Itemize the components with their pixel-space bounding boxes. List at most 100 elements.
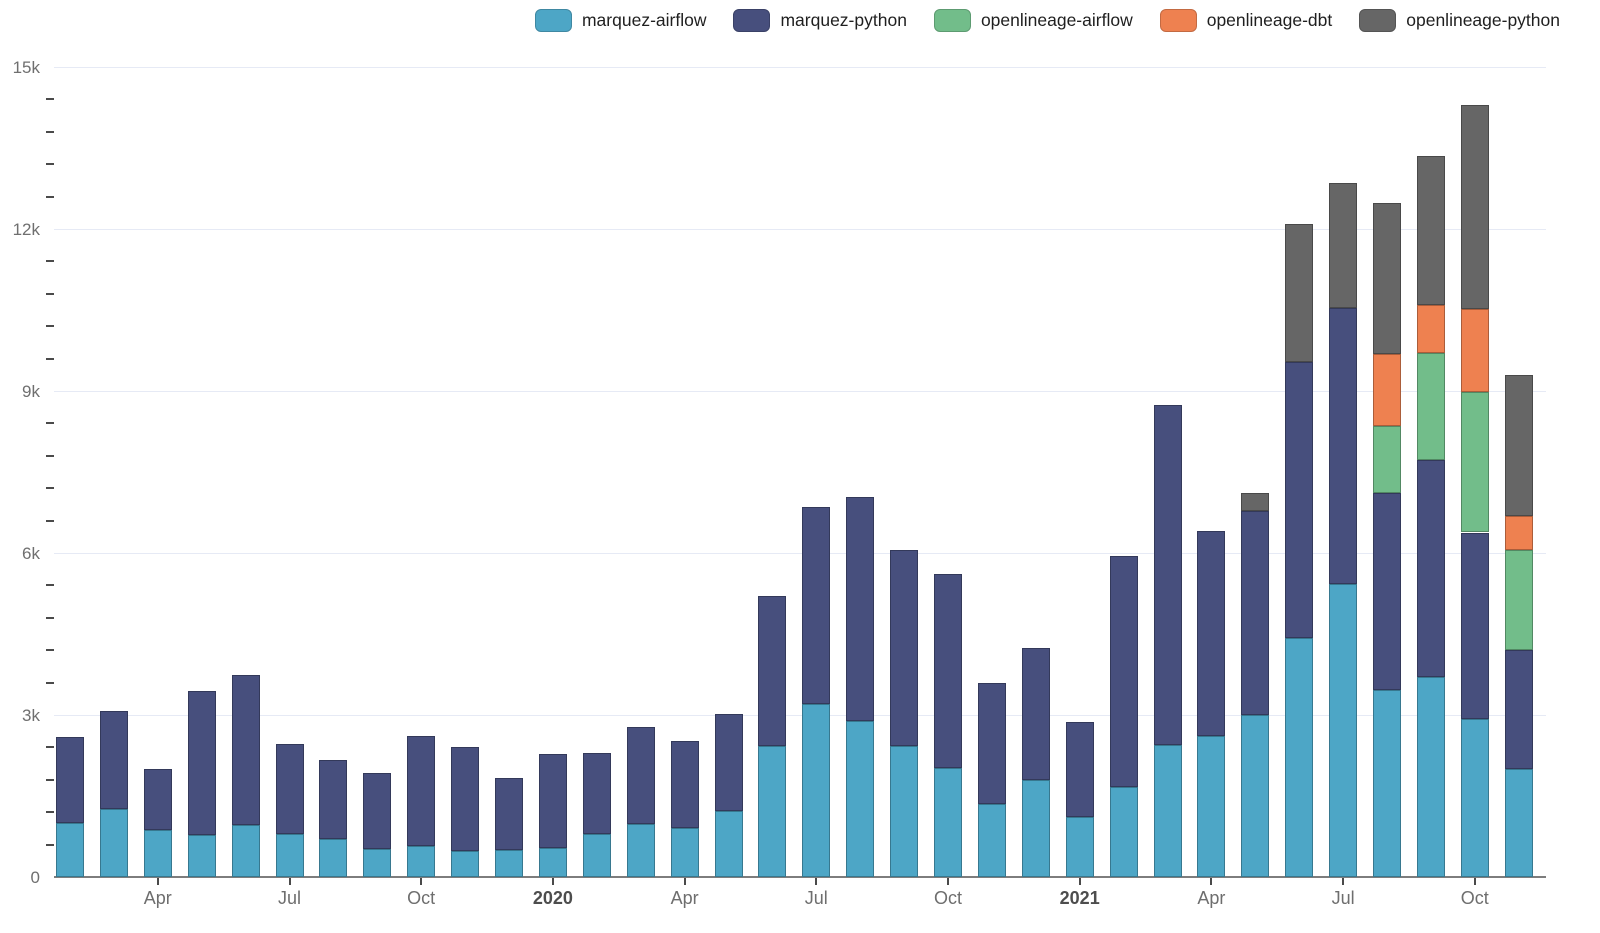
bar-segment-marquez-airflow-2020-01: [538, 848, 567, 877]
y-minor-tick: [46, 98, 54, 101]
bar-segment-marquez-python-2021-03: [1153, 405, 1182, 745]
bar-segment-marquez-airflow-2020-06: [758, 746, 787, 877]
x-tick-label-2020: 2020: [532, 888, 573, 908]
bar-segment-marquez-airflow-2020-12: [1021, 780, 1050, 877]
bar-segment-openlineage-airflow-2021-09: [1416, 353, 1445, 460]
bar-segment-marquez-airflow-2021-05: [1241, 715, 1270, 877]
bar-segment-marquez-airflow-2020-10: [934, 767, 962, 877]
gridline-12k: [54, 228, 1546, 230]
legend-label: openlineage-airflow: [980, 10, 1133, 30]
x-tick: [947, 878, 949, 885]
bar-segment-marquez-airflow-2020-03: [626, 824, 655, 877]
x-tick-label-Jul: Jul: [277, 888, 302, 908]
bar-segment-marquez-airflow-2020-11: [977, 804, 1006, 877]
bar-segment-marquez-python-2019-05: [187, 691, 216, 836]
x-tick: [551, 878, 554, 885]
legend-swatch-marquez-airflow: [534, 9, 572, 32]
y-minor-tick: [46, 616, 54, 619]
legend-label: openlineage-python: [1406, 10, 1560, 30]
legend-item-openlineage-airflow[interactable]: openlineage-airflow: [933, 9, 1133, 32]
bar-segment-marquez-python-2019-12: [495, 778, 523, 850]
y-tick-label: 9k: [22, 382, 40, 401]
y-tick-label: 3k: [22, 706, 40, 725]
x-tick-label-Jul: Jul: [804, 888, 828, 908]
bar-segment-marquez-python-2019-04: [143, 769, 172, 831]
bar-segment-marquez-python-2020-01: [538, 753, 567, 849]
bar-segment-marquez-airflow-2021-09: [1416, 676, 1445, 877]
bar-segment-openlineage-dbt-2021-09: [1416, 305, 1445, 354]
gridline-15k: [54, 66, 1546, 68]
bar-segment-marquez-airflow-2021-10: [1460, 719, 1489, 877]
bar-segment-marquez-python-2020-08: [846, 496, 875, 722]
bar-segment-marquez-python-2019-07: [275, 744, 304, 835]
bar-segment-marquez-python-2020-07: [802, 507, 831, 705]
legend-item-openlineage-python[interactable]: openlineage-python: [1359, 9, 1560, 32]
bar-segment-marquez-airflow-2019-08: [319, 838, 348, 877]
bar-segment-openlineage-python-2021-07: [1329, 183, 1358, 309]
bar-segment-marquez-python-2019-06: [231, 674, 260, 826]
bar-segment-marquez-airflow-2021-02: [1109, 787, 1138, 877]
bar-segment-marquez-airflow-2021-06: [1285, 638, 1314, 877]
x-tick-label-Apr: Apr: [1197, 888, 1226, 908]
bar-segment-marquez-airflow-2020-07: [802, 704, 831, 877]
bar-segment-marquez-airflow-2020-05: [714, 810, 743, 877]
x-tick-label-Oct: Oct: [1460, 888, 1489, 908]
bar-segment-marquez-python-2019-10: [407, 735, 436, 847]
bar-segment-marquez-airflow-2020-08: [846, 721, 875, 877]
bar-segment-openlineage-python-2021-11: [1504, 374, 1533, 516]
x-tick-label-Oct: Oct: [407, 888, 436, 908]
x-tick-label-Oct: Oct: [933, 888, 963, 908]
x-tick: [420, 878, 423, 885]
y-minor-tick: [46, 422, 54, 425]
y-minor-tick: [46, 260, 54, 263]
gridline-6k: [54, 552, 1546, 554]
bar-segment-marquez-airflow-2019-02: [56, 823, 84, 877]
bar-segment-openlineage-dbt-2021-10: [1460, 308, 1489, 392]
bar-segment-openlineage-python-2021-10: [1460, 104, 1489, 309]
x-tick: [1210, 878, 1213, 885]
y-minor-tick: [46, 778, 54, 781]
y-minor-tick: [46, 681, 54, 684]
x-axis-line: [54, 876, 1546, 878]
bar-segment-marquez-python-2021-07: [1329, 308, 1358, 584]
legend-item-marquez-python[interactable]: marquez-python: [733, 9, 907, 32]
y-tick-label: 6k: [22, 544, 40, 563]
legend-swatch-openlineage-dbt: [1159, 9, 1197, 32]
y-minor-tick: [46, 584, 54, 587]
legend-item-marquez-airflow[interactable]: marquez-airflow: [534, 9, 706, 32]
y-minor-tick: [46, 292, 54, 295]
bar-segment-openlineage-airflow-2021-11: [1504, 550, 1533, 651]
bar-segment-marquez-python-2021-04: [1197, 530, 1226, 737]
y-minor-tick: [46, 649, 54, 652]
x-tick: [815, 878, 818, 885]
y-minor-tick: [46, 487, 54, 490]
bar-segment-openlineage-python-2021-06: [1285, 224, 1314, 362]
legend-label: openlineage-dbt: [1206, 10, 1333, 30]
gridline-9k: [54, 390, 1546, 392]
bar-segment-openlineage-dbt-2021-11: [1504, 515, 1533, 551]
y-minor-tick: [46, 746, 54, 749]
x-tick-label-Apr: Apr: [670, 888, 699, 908]
bar-segment-marquez-python-2020-05: [714, 714, 743, 811]
bar-segment-openlineage-dbt-2021-08: [1373, 353, 1401, 427]
x-tick-label-Jul: Jul: [1331, 888, 1355, 908]
y-minor-tick: [46, 843, 54, 846]
bar-segment-marquez-airflow-2021-03: [1153, 744, 1182, 877]
bar-segment-marquez-python-2019-02: [56, 737, 84, 823]
bar-segment-marquez-python-2019-09: [363, 772, 392, 850]
bar-segment-openlineage-python-2021-05: [1241, 492, 1270, 512]
x-tick: [1078, 878, 1081, 885]
bar-segment-marquez-airflow-2019-03: [99, 808, 128, 877]
x-tick: [1473, 878, 1476, 885]
y-minor-tick: [46, 130, 54, 133]
bar-segment-marquez-python-2019-03: [99, 711, 128, 809]
bar-segment-marquez-airflow-2021-07: [1329, 583, 1358, 877]
bar-segment-openlineage-airflow-2021-08: [1373, 426, 1401, 494]
bar-segment-marquez-airflow-2021-11: [1504, 769, 1533, 877]
bar-segment-marquez-python-2021-10: [1460, 532, 1489, 720]
y-tick-label: 15k: [12, 58, 40, 77]
x-tick-label-Apr: Apr: [143, 888, 172, 908]
legend-item-openlineage-dbt[interactable]: openlineage-dbt: [1159, 9, 1333, 32]
bar-segment-marquez-python-2021-11: [1504, 650, 1533, 769]
bar-segment-marquez-airflow-2021-08: [1373, 690, 1401, 877]
